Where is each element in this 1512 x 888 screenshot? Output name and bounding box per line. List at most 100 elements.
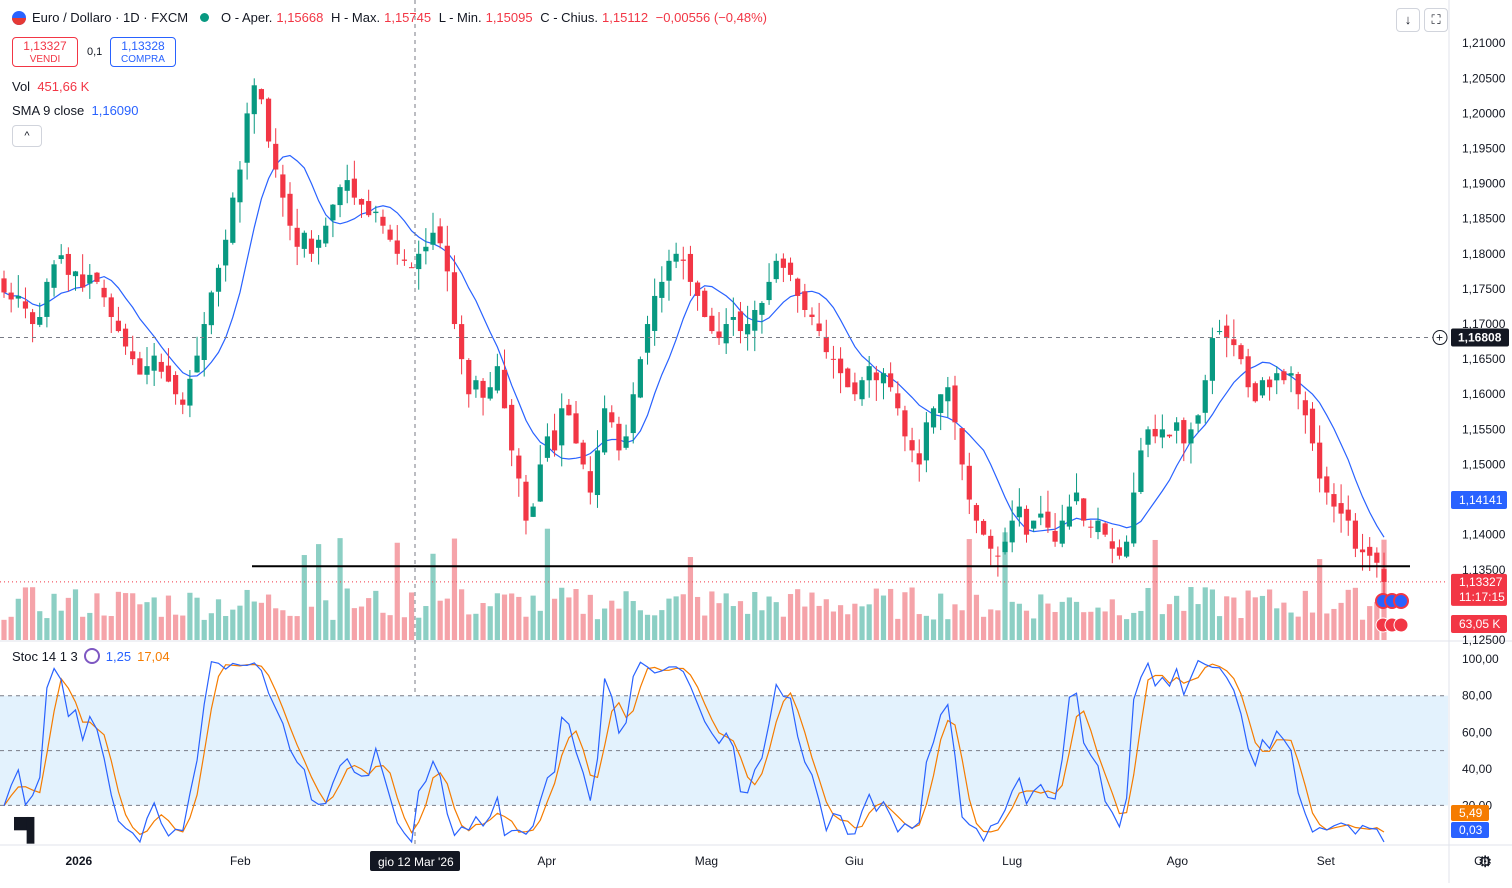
tradingview-logo-icon[interactable]: ▀▌ (14, 817, 42, 842)
candle-body (1038, 513, 1044, 518)
volume-bar (1138, 610, 1144, 640)
volume-bar (795, 589, 801, 640)
volume-bar (902, 592, 908, 640)
volume-bar (737, 601, 744, 640)
time-tick-label: Feb (230, 854, 251, 868)
stoch-legend[interactable]: Stoc 14 1 3 1,25 17,04 (12, 648, 170, 664)
volume-bar (1266, 589, 1273, 640)
volume-bar (602, 608, 608, 640)
candle-body (559, 408, 565, 446)
volume-price-text: 63,05 K (1459, 617, 1500, 631)
candle-body (602, 408, 608, 453)
candle-body (716, 331, 722, 339)
candle-body (1281, 371, 1287, 381)
candle-body (115, 320, 122, 332)
volume-bar (430, 553, 436, 640)
volume-bar (830, 611, 837, 640)
volume-bar (101, 615, 107, 640)
candle-body (959, 428, 965, 465)
volume-bar (1195, 604, 1201, 640)
candle-body (1352, 520, 1358, 549)
candle-body (737, 311, 744, 332)
candle-body (180, 399, 186, 405)
volume-bar (330, 619, 336, 640)
volume-bar (730, 606, 736, 640)
volume-bar (115, 591, 122, 640)
volume-bar (952, 604, 958, 640)
candle-body (759, 302, 765, 315)
price-tick-label: 1,15500 (1462, 422, 1506, 436)
candle-body (151, 355, 157, 371)
gear-icon[interactable]: ⚙ (1478, 854, 1493, 871)
volume-bar (1216, 616, 1223, 640)
sell-button[interactable]: 1,13327 VENDI (12, 37, 78, 67)
candle-body (923, 422, 929, 461)
candle-body (1259, 380, 1266, 396)
volume-bar (1181, 610, 1187, 640)
candle-body (659, 281, 665, 298)
price-tick-label: 1,14000 (1462, 528, 1506, 542)
candle-body (816, 323, 822, 332)
candle-body (1224, 325, 1230, 339)
candle-body (1266, 379, 1273, 388)
candle-body (230, 197, 236, 243)
fullscreen-icon[interactable]: ⛶ (1424, 8, 1448, 32)
volume-bar (1338, 602, 1344, 640)
candle-body (301, 232, 307, 249)
time-tick-label: Lug (1002, 854, 1022, 868)
candle-body (916, 453, 922, 465)
buy-button[interactable]: 1,13328 COMPRA (110, 37, 176, 67)
time-tick-label: Ott (1474, 854, 1491, 868)
volume-bar (980, 616, 987, 640)
volume-bar (1352, 587, 1358, 640)
volume-bar (1224, 596, 1230, 640)
candle-body (1345, 509, 1351, 521)
candle-body (1009, 520, 1015, 543)
price-tick-label: 1,16500 (1462, 352, 1506, 366)
volume-bar (1059, 601, 1065, 640)
volume-bar (1009, 601, 1015, 640)
candle-body (988, 535, 994, 549)
volume-bar (973, 594, 980, 640)
volume-bar (344, 588, 350, 640)
sell-label: VENDI (29, 54, 61, 65)
volume-bar (587, 594, 593, 640)
candle-body (787, 262, 794, 275)
candle-body (1338, 503, 1344, 514)
candle-body (802, 291, 808, 310)
volume-bar (1166, 604, 1173, 640)
collapse-legend-button[interactable]: ^ (12, 125, 42, 147)
price-tick-label: 1,17500 (1462, 282, 1506, 296)
volume-bar (1102, 611, 1108, 640)
candle-body (308, 238, 315, 254)
candle-body (287, 193, 293, 226)
sma-line (3, 154, 1385, 538)
candle-body (194, 355, 200, 373)
price-tick-label: 1,13500 (1462, 563, 1506, 577)
volume-bar (752, 592, 758, 640)
candle-body (130, 351, 136, 360)
candle-body (888, 373, 894, 388)
candle-body (1095, 520, 1101, 533)
volume-bar (1259, 595, 1266, 640)
volume-bar (909, 587, 915, 640)
volume-bar (859, 606, 865, 640)
volume-bar (845, 614, 851, 640)
symbol-title[interactable]: Euro / Dollaro · 1D · FXCM (32, 10, 189, 25)
candle-body (337, 187, 343, 206)
sma-legend[interactable]: SMA 9 close 1,16090 (12, 103, 139, 118)
candle-body (666, 260, 672, 281)
volume-bar (230, 609, 236, 640)
candle-body (1166, 434, 1173, 437)
candle-body (366, 201, 372, 216)
candle-body (1295, 374, 1301, 395)
candle-body (509, 404, 515, 451)
candle-body (823, 336, 829, 353)
volume-bar (459, 589, 465, 640)
down-arrow-icon[interactable]: ↓ (1396, 8, 1420, 32)
candle-body (573, 413, 579, 444)
volume-bar (37, 611, 43, 640)
volume-legend[interactable]: Vol 451,66 K (12, 79, 90, 94)
